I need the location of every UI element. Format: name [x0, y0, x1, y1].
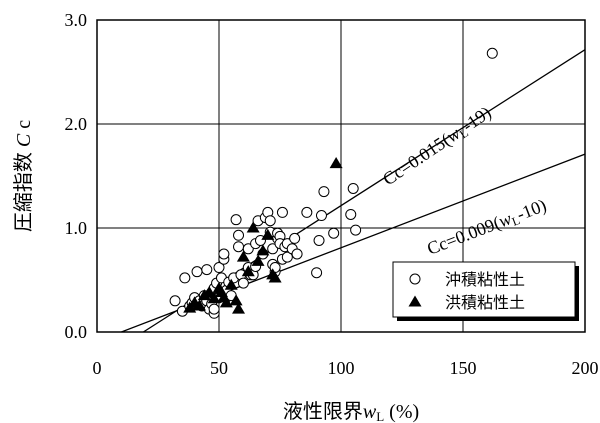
point-alluvial [233, 229, 245, 241]
legend-marker-diluvial [408, 295, 422, 307]
point-alluvial [264, 215, 276, 227]
point-alluvial [191, 266, 203, 278]
y-tick-label: 1.0 [65, 218, 88, 238]
point-alluvial [313, 234, 325, 246]
point-alluvial [169, 295, 181, 307]
legend-marker-alluvial [409, 273, 421, 285]
x-axis-label: 液性限界wL (%) [283, 400, 419, 423]
regression-label-upper: Cc=0.015(wL-19) [379, 102, 496, 191]
point-alluvial [233, 241, 245, 253]
point-alluvial [213, 262, 225, 274]
point-alluvial [291, 248, 303, 260]
point-diluvial [207, 292, 221, 304]
point-alluvial [230, 214, 242, 226]
point-alluvial [486, 47, 498, 59]
y-tick-label: 2.0 [65, 114, 88, 134]
point-alluvial [318, 186, 330, 198]
y-axis-label: 圧縮指数 C c [12, 120, 35, 232]
y-tick-label: 3.0 [65, 10, 88, 30]
point-diluvial [256, 244, 270, 256]
x-tick-label: 0 [93, 358, 102, 378]
point-diluvial [229, 294, 243, 306]
point-alluvial [345, 208, 357, 220]
point-alluvial [301, 206, 313, 218]
point-diluvial [236, 250, 250, 262]
x-tick-label: 200 [572, 358, 599, 378]
x-tick-label: 100 [328, 358, 355, 378]
point-alluvial [328, 227, 340, 239]
point-diluvial [246, 221, 260, 233]
point-diluvial [232, 302, 246, 314]
point-alluvial [276, 206, 288, 218]
point-diluvial [224, 278, 238, 290]
plot-frame [96, 19, 586, 333]
data-points [169, 47, 498, 319]
point-diluvial [268, 271, 282, 283]
point-diluvial [251, 254, 265, 266]
x-tick-labels: 0 50 100 150 200 [93, 358, 599, 378]
legend-label: 洪積粘性土 [445, 294, 525, 312]
point-alluvial [347, 182, 359, 194]
point-diluvial [192, 299, 206, 311]
point-alluvial [242, 243, 254, 255]
point-alluvial [237, 277, 249, 289]
point-alluvial [311, 267, 323, 279]
point-alluvial [281, 251, 293, 263]
y-tick-labels: 0.0 1.0 2.0 3.0 [65, 10, 88, 342]
point-alluvial [179, 272, 191, 284]
point-alluvial [315, 210, 327, 222]
x-tick-label: 150 [450, 358, 477, 378]
point-diluvial [219, 296, 233, 308]
point-diluvial [241, 265, 255, 277]
point-alluvial [218, 248, 230, 260]
point-alluvial [289, 232, 301, 244]
point-alluvial [201, 264, 213, 276]
legend-box [392, 261, 576, 318]
point-diluvial [261, 228, 275, 240]
point-alluvial [350, 224, 362, 236]
legend-label: 沖積粘性土 [445, 271, 525, 289]
point-alluvial [267, 243, 279, 255]
point-diluvial [329, 157, 343, 169]
point-alluvial [208, 303, 220, 315]
point-diluvial [202, 285, 216, 298]
x-tick-label: 50 [210, 358, 228, 378]
y-tick-label: 0.0 [65, 322, 88, 342]
